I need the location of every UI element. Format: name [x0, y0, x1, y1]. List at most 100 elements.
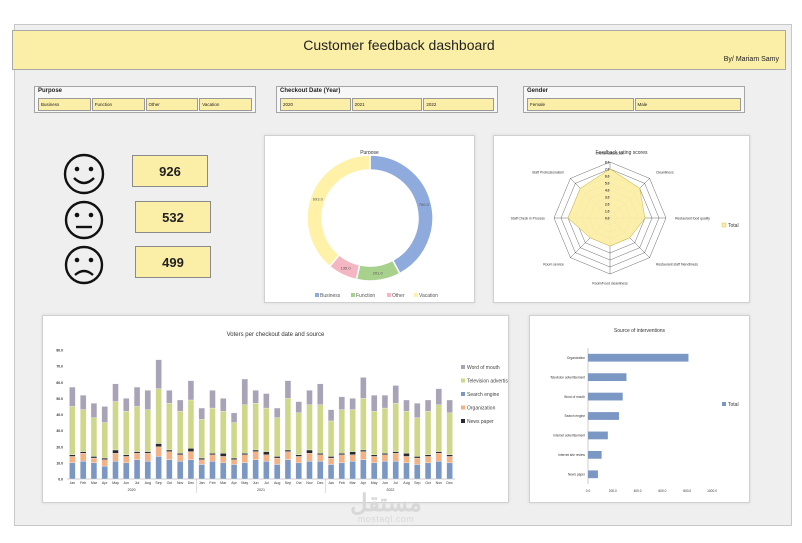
bar-segment-search-engine	[403, 462, 410, 480]
dashboard-title: Customer feedback dashboard	[303, 37, 495, 53]
bar-segment-word-of-mouth	[403, 399, 410, 412]
bar-segment-organization	[274, 457, 281, 465]
bar-segment-organization	[90, 457, 98, 464]
bar-segment-word-of-mouth	[80, 395, 87, 410]
hbar-word-of-mouth	[588, 392, 623, 401]
bar-segment-word-of-mouth	[123, 398, 130, 412]
year-label: 2020	[128, 488, 136, 492]
legend-label: Business	[320, 293, 341, 299]
bar-segment-search-engine	[360, 459, 367, 480]
hbar-news-paper	[588, 470, 598, 479]
chart-title: Feedback rating scores	[595, 150, 648, 156]
x-tick-label: 200.0	[609, 489, 617, 493]
bar-segment-news-paper	[101, 457, 108, 460]
bar-segment-organization	[284, 451, 292, 460]
bar-segment-search-engine	[295, 462, 302, 480]
bar-segment-search-engine	[155, 456, 162, 480]
bar-segment-search-engine	[80, 461, 87, 480]
bar-segment-news-paper	[435, 451, 442, 454]
bar-segment-news-paper	[274, 456, 281, 459]
slicer-item-function[interactable]: Function	[91, 98, 145, 111]
bar-segment-television-advertisement	[327, 420, 335, 457]
bar-segment-word-of-mouth	[360, 377, 367, 399]
bar-segment-search-engine	[220, 462, 227, 480]
bar-segment-television-advertisement	[274, 417, 281, 457]
y-tick-label: 0.0	[58, 478, 63, 482]
legend-swatch	[461, 405, 465, 410]
bar-segment-word-of-mouth	[381, 395, 389, 409]
bar-segment-word-of-mouth	[371, 395, 378, 412]
bar-segment-search-engine	[144, 461, 151, 480]
x-tick-label: Sep	[285, 481, 291, 485]
legend-swatch	[387, 293, 391, 297]
bar-segment-search-engine	[435, 461, 442, 480]
x-tick-label: Feb	[339, 481, 345, 485]
bar-segment-television-advertisement	[381, 407, 389, 454]
radar-axis-label: Room/Food cleanliness	[592, 282, 628, 286]
bar-segment-word-of-mouth	[230, 412, 238, 423]
donut-slice-vacation	[306, 154, 371, 268]
bar-segment-news-paper	[144, 451, 151, 454]
bar-segment-television-advertisement	[90, 417, 98, 457]
bar-segment-word-of-mouth	[112, 383, 119, 402]
bar-segment-word-of-mouth	[209, 390, 216, 409]
slicer-item-business[interactable]: Business	[38, 98, 91, 111]
x-tick-label: Jun	[123, 481, 129, 485]
slicer-item-2021[interactable]: 2021	[351, 98, 423, 111]
bar-segment-organization	[209, 454, 216, 462]
bar-segment-news-paper	[241, 453, 248, 455]
bar-segment-television-advertisement	[144, 409, 151, 452]
happy-face-icon	[63, 153, 105, 195]
slicer-header: Gender	[527, 88, 549, 94]
source-bar-chart: Organization Television advertisement Word…	[550, 348, 739, 493]
bar-segment-search-engine	[446, 462, 453, 480]
radar-tick-label: 8.0	[605, 161, 610, 165]
slicer-item-vacation[interactable]: Vacation	[199, 98, 252, 111]
bar-segment-word-of-mouth	[263, 393, 270, 409]
category-label: Television advertisement	[550, 375, 585, 379]
bar-segment-word-of-mouth	[424, 399, 432, 412]
slicer-item-male[interactable]: Male	[634, 98, 741, 111]
slicer-item-2022[interactable]: 2022	[423, 98, 495, 111]
bar-segment-word-of-mouth	[435, 388, 442, 405]
bar-segment-organization	[112, 453, 119, 462]
author-credit: By/ Mariam Samy	[723, 56, 779, 63]
happy-count: 926	[132, 155, 208, 187]
x-tick-label: Mar	[220, 481, 227, 485]
bar-segment-organization	[414, 457, 421, 465]
x-tick-label: Sep	[155, 481, 161, 485]
x-tick-label: 400.0	[634, 489, 642, 493]
x-tick-label: May	[112, 481, 119, 485]
bar-segment-search-engine	[177, 461, 184, 480]
x-tick-label: Jan	[328, 481, 334, 485]
bar-segment-search-engine	[284, 459, 292, 480]
x-tick-label: Jan	[69, 481, 75, 485]
voters-chart-panel: Voters per checkout date and source 0.0 1…	[42, 315, 509, 503]
bar-segment-search-engine	[69, 462, 76, 480]
bar-segment-search-engine	[274, 464, 281, 480]
legend-label: News paper	[467, 419, 494, 425]
bar-segment-search-engine	[306, 461, 313, 480]
bar-segment-news-paper	[252, 449, 259, 452]
radar-axis-label: Staff Professionalism	[532, 170, 564, 174]
slicer-item-female[interactable]: Female	[527, 98, 634, 111]
bar-segment-organization	[392, 453, 399, 462]
category-label: Word of mouth	[564, 395, 585, 399]
legend-swatch	[351, 293, 355, 297]
x-tick-label: Jul	[393, 481, 398, 485]
bar-segment-news-paper	[209, 453, 216, 455]
slicer-item-other[interactable]: Other	[145, 98, 199, 111]
radar-axis-label: Room service	[543, 263, 564, 267]
bar-segment-word-of-mouth	[166, 390, 173, 404]
bar-segment-television-advertisement	[338, 409, 345, 454]
donut-slice-business	[369, 154, 434, 275]
bar-segment-news-paper	[166, 449, 173, 452]
slicer-item-2020[interactable]: 2020	[280, 98, 351, 111]
purpose-donut-chart: 750.0 201.0 135.0 693.0 Business Function Othe…	[306, 154, 438, 299]
bar-segment-television-advertisement	[306, 404, 313, 451]
x-tick-label: Jun	[253, 481, 259, 485]
year-label: 2021	[257, 488, 265, 492]
checkout-year-slicer: Checkout Date (Year) 2020 2021 2022	[276, 86, 498, 113]
y-tick-label: 70.0	[56, 365, 63, 369]
bar-segment-search-engine	[349, 461, 356, 480]
